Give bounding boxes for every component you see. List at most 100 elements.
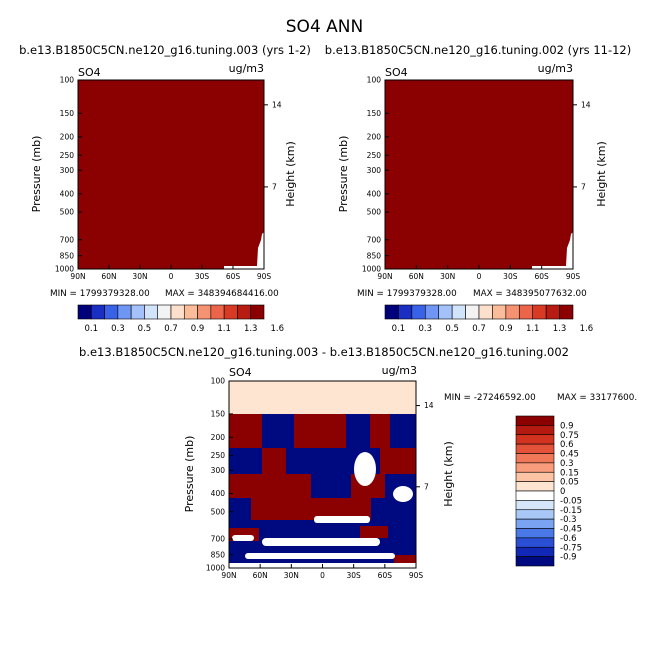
x-tick-label: 0 — [477, 272, 482, 281]
panel-3-region — [394, 555, 416, 563]
colorbar-swatch — [104, 304, 119, 320]
panel-3-region — [311, 474, 351, 498]
colorbar-swatch — [250, 304, 265, 320]
panel-3-title: b.e13.B1850C5CN.ne120_g16.tuning.003 - b… — [79, 345, 569, 359]
y2-tick-label: 14 — [424, 401, 434, 410]
colorbar-swatch — [465, 304, 480, 320]
panel-1-variable: SO4 — [78, 66, 101, 79]
colorbar-swatch — [237, 304, 252, 320]
panel-3-variable: SO4 — [229, 366, 252, 379]
colorbar-swatch — [515, 528, 555, 539]
colorbar-swatch — [515, 453, 555, 464]
colorbar-swatch — [515, 546, 555, 557]
colorbar-swatch — [545, 304, 560, 320]
y-tick-label: 100 — [211, 377, 226, 386]
colorbar-label: 0.9 — [560, 421, 574, 431]
x-tick-label: 90N — [377, 272, 392, 281]
colorbar-label: 0.6 — [560, 440, 574, 450]
panel-3-region — [370, 414, 390, 448]
panel-3-zero-region — [314, 516, 370, 523]
x-tick-label: 90S — [566, 272, 581, 281]
y-tick-label: 100 — [367, 76, 382, 85]
panel-1-field — [78, 80, 264, 269]
panel-3-zero-region — [245, 553, 395, 559]
colorbar-swatch — [210, 304, 225, 320]
panel-3-stratosphere-band — [229, 381, 416, 414]
y2-tick-label: 7 — [272, 183, 277, 192]
colorbar-swatch — [384, 304, 399, 320]
panel-1-y2label: Height (km) — [284, 141, 297, 207]
colorbar-swatch — [515, 537, 555, 548]
panel-2-y2label: Height (km) — [595, 141, 608, 207]
colorbar-swatch — [130, 304, 145, 320]
x-tick-label: 90N — [70, 272, 85, 281]
panel-1-surface-edge — [224, 232, 264, 269]
colorbar-swatch — [451, 304, 466, 320]
colorbar-label: 0.05 — [560, 478, 579, 488]
y-tick-label: 150 — [60, 109, 75, 118]
colorbar-label: 0.7 — [164, 324, 178, 334]
colorbar-swatch — [505, 304, 520, 320]
colorbar-swatch — [559, 304, 574, 320]
panel-2-ylabel: Pressure (mb) — [337, 136, 350, 213]
colorbar-label: 1.6 — [271, 324, 285, 334]
y-tick-label: 200 — [60, 132, 75, 141]
colorbar-label: -0.9 — [560, 553, 577, 563]
colorbar-label: 0.1 — [85, 324, 99, 334]
x-tick-label: 60N — [253, 571, 268, 580]
colorbar-swatch — [223, 304, 238, 320]
colorbar-swatch — [157, 304, 172, 320]
y-tick-label: 300 — [60, 166, 75, 175]
y-tick-label: 400 — [367, 189, 382, 198]
page-title: SO4 ANN — [286, 17, 363, 37]
x-tick-label: 60S — [226, 272, 241, 281]
panel-1-ylabel: Pressure (mb) — [30, 136, 43, 213]
panel-3-region — [390, 414, 416, 448]
panel-1-title: b.e13.B1850C5CN.ne120_g16.tuning.003 (yr… — [19, 43, 311, 57]
colorbar-swatch — [515, 443, 555, 454]
x-tick-label: 60N — [409, 272, 424, 281]
y-tick-label: 700 — [367, 235, 382, 244]
panel-2-field — [385, 80, 573, 269]
y-tick-label: 400 — [60, 189, 75, 198]
colorbar-label: 0 — [560, 487, 565, 497]
x-tick-label: 0 — [169, 272, 174, 281]
y2-tick-label: 7 — [424, 482, 429, 491]
colorbar-swatch — [424, 304, 440, 320]
panel-3: b.e13.B1850C5CN.ne120_g16.tuning.003 - b… — [79, 345, 637, 580]
colorbar-swatch — [532, 304, 547, 320]
x-tick-label: 30N — [284, 571, 299, 580]
y-tick-label: 500 — [60, 208, 75, 217]
y-tick-label: 250 — [60, 151, 75, 160]
colorbar-swatch — [515, 481, 555, 492]
colorbar-label: 0.3 — [111, 324, 125, 334]
colorbar-swatch — [492, 304, 507, 320]
colorbar-label: 1.3 — [553, 324, 567, 334]
colorbar-swatch — [515, 425, 555, 436]
panel-3-region — [229, 498, 251, 520]
colorbar-swatch — [183, 304, 198, 320]
panel-2-units: ug/m3 — [538, 62, 573, 75]
colorbar-label: -0.15 — [560, 506, 582, 516]
colorbar-swatch — [144, 304, 159, 320]
panel-1: b.e13.B1850C5CN.ne120_g16.tuning.003 (yr… — [19, 43, 311, 334]
colorbar-label: -0.05 — [560, 496, 582, 506]
panel-3-region — [229, 474, 311, 498]
colorbar-label: -0.75 — [560, 543, 582, 553]
y-tick-label: 1000 — [206, 564, 225, 573]
panel-2-variable: SO4 — [385, 66, 408, 79]
colorbar-swatch — [515, 500, 555, 511]
panel-3-zero-region — [262, 538, 380, 546]
panel-1-min: MIN = 1799379328.00 — [50, 289, 150, 299]
colorbar-swatch — [117, 304, 132, 320]
panel-3-max: MAX = 33177600. — [557, 393, 637, 403]
colorbar-label: 0.5 — [445, 324, 459, 334]
x-tick-label: 30S — [503, 272, 518, 281]
y2-tick-label: 14 — [272, 100, 282, 109]
y-tick-label: 1000 — [362, 265, 381, 274]
colorbar-swatch — [515, 518, 555, 529]
colorbar-swatch — [515, 415, 555, 426]
colorbar-swatch — [515, 462, 555, 473]
colorbar-label: 0.3 — [560, 459, 574, 469]
colorbar-label: 1.3 — [244, 324, 258, 334]
